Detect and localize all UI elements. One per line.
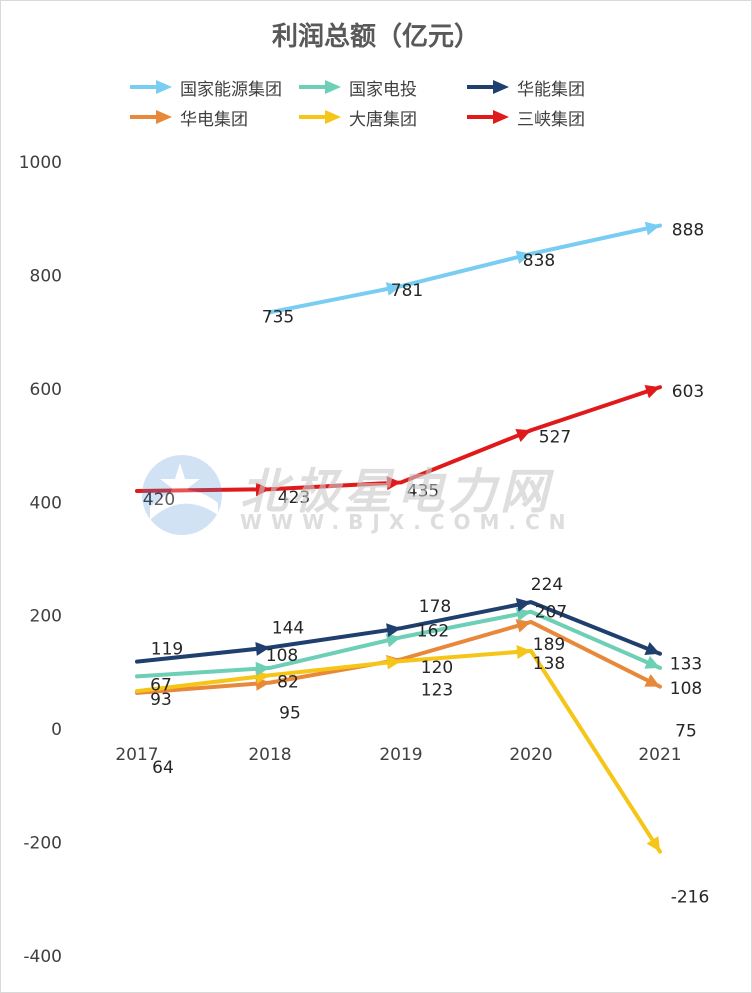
data-label: 781 <box>391 281 423 301</box>
legend-arrow-icon <box>299 110 341 124</box>
data-label: 133 <box>670 655 702 675</box>
x-tick-label: 2018 <box>248 745 291 765</box>
data-label: 735 <box>262 307 294 327</box>
series-point-5 <box>516 644 531 659</box>
data-label: 888 <box>672 221 704 241</box>
data-label: 224 <box>531 575 563 595</box>
data-label: 82 <box>277 672 299 692</box>
legend-label: 华电集团 <box>180 109 248 130</box>
legend-item: 华能集团 <box>465 76 585 100</box>
series-point-2 <box>644 655 660 669</box>
series-point-4 <box>515 619 531 633</box>
data-label: 423 <box>278 488 310 508</box>
data-label: 120 <box>421 658 453 678</box>
y-tick-label: 1000 <box>19 153 62 173</box>
series-point-4 <box>644 674 660 687</box>
data-label: 207 <box>535 603 567 623</box>
data-label: 603 <box>672 382 704 402</box>
series-point-1 <box>515 250 531 265</box>
y-tick-label: 0 <box>51 720 62 740</box>
data-label: 144 <box>272 618 304 638</box>
data-label: 838 <box>523 251 555 271</box>
series-point-1 <box>385 282 401 296</box>
legend-arrow-icon <box>467 80 509 94</box>
watermark-url: WWW.BJX.COM.CN <box>240 510 575 534</box>
data-label: 123 <box>421 680 453 700</box>
data-label: 527 <box>539 427 571 447</box>
data-label: 75 <box>675 722 697 742</box>
series-point-3 <box>255 641 270 656</box>
series-point-3 <box>644 642 660 656</box>
y-tick-label: 800 <box>30 266 62 286</box>
x-tick-label: 2019 <box>379 745 422 765</box>
x-tick-label: 2021 <box>638 745 681 765</box>
data-label: 64 <box>152 758 174 778</box>
legend-arrow-icon <box>299 80 341 94</box>
series-point-2 <box>255 661 270 676</box>
y-tick-label: 600 <box>30 380 62 400</box>
y-tick-label: -400 <box>23 947 62 967</box>
legend-label: 国家电投 <box>349 79 417 100</box>
series-point-2 <box>515 607 531 622</box>
series-point-5 <box>646 836 660 852</box>
watermark-name: 北极星电力网 <box>240 464 553 520</box>
data-label: 95 <box>279 704 301 724</box>
legend-label: 国家能源集团 <box>180 79 282 100</box>
legend-arrow-icon <box>467 110 509 124</box>
series-point-1 <box>644 221 660 236</box>
data-label: 138 <box>533 654 565 674</box>
legend-label: 三峡集团 <box>517 109 585 130</box>
series-point-5 <box>386 655 401 670</box>
legend-item: 国家电投 <box>297 76 417 100</box>
data-label: 108 <box>266 646 298 666</box>
data-label: 93 <box>150 690 172 710</box>
y-tick-label: -200 <box>23 834 62 854</box>
data-label: 189 <box>533 635 565 655</box>
series-point-2 <box>385 633 401 648</box>
data-label: 162 <box>417 621 449 641</box>
legend-arrow-icon <box>130 80 172 94</box>
series-point-3 <box>515 597 531 612</box>
series-point-6 <box>386 476 401 491</box>
data-label: 420 <box>143 490 175 510</box>
data-label: 67 <box>150 675 172 695</box>
x-tick-label: 2020 <box>509 745 552 765</box>
y-tick-label: 200 <box>30 607 62 627</box>
series-point-3 <box>386 623 401 638</box>
series-point-6 <box>515 428 531 442</box>
legend-item: 国家能源集团 <box>128 76 282 100</box>
legend-item: 华电集团 <box>128 106 248 130</box>
series-point-6 <box>255 482 270 497</box>
legend-label: 华能集团 <box>517 79 585 100</box>
chart-title: 利润总额（亿元） <box>271 22 480 52</box>
watermark-logo <box>142 455 222 535</box>
data-label: 119 <box>151 640 183 660</box>
series-point-6 <box>644 384 660 399</box>
data-label: 435 <box>407 481 439 501</box>
series-line-1 <box>268 223 662 315</box>
data-label: 178 <box>419 597 451 617</box>
legend-item: 三峡集团 <box>465 106 585 130</box>
data-label: 108 <box>670 679 702 699</box>
legend-arrow-icon <box>130 110 172 124</box>
x-tick-label: 2017 <box>115 745 158 765</box>
legend-label: 大唐集团 <box>349 109 417 130</box>
data-label: -216 <box>671 888 710 908</box>
legend-item: 大唐集团 <box>297 106 417 130</box>
y-tick-label: 400 <box>30 493 62 513</box>
